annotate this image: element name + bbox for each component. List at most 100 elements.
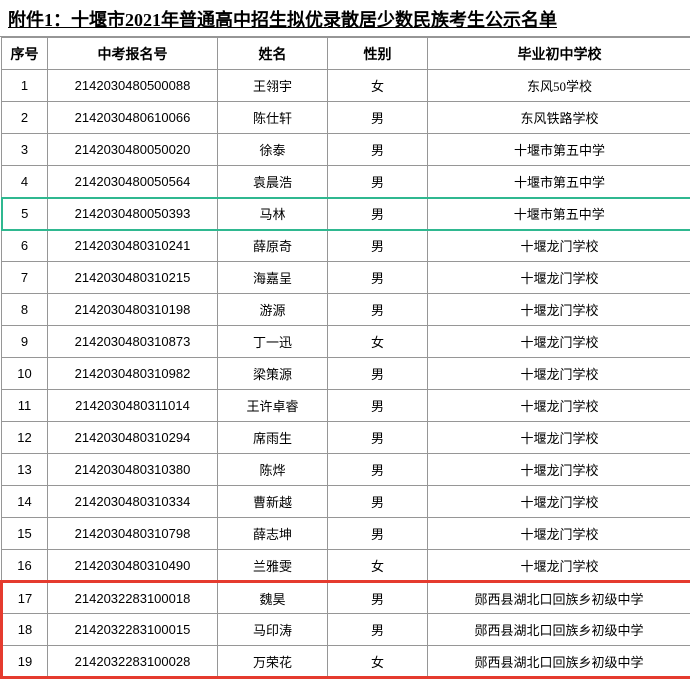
cell-sex: 女 [328,550,428,582]
cell-exam: 2142030480050564 [48,166,218,198]
cell-sex: 女 [328,646,428,678]
cell-exam: 2142032283100015 [48,614,218,646]
cell-sex: 男 [328,358,428,390]
cell-school: 郧西县湖北口回族乡初级中学 [428,582,690,614]
cell-name: 徐泰 [218,134,328,166]
cell-name: 马林 [218,198,328,230]
title-main: 十堰市2021年普通高中招生拟优录散居少数民族考生公示名单 [71,10,557,30]
cell-exam: 2142030480310490 [48,550,218,582]
cell-exam: 2142030480311014 [48,390,218,422]
cell-sex: 男 [328,230,428,262]
cell-exam: 2142030480310241 [48,230,218,262]
cell-name: 马印涛 [218,614,328,646]
cell-index: 17 [2,582,48,614]
col-header-school: 毕业初中学校 [428,38,690,70]
cell-sex: 男 [328,166,428,198]
cell-index: 2 [2,102,48,134]
cell-name: 兰雅雯 [218,550,328,582]
cell-school: 十堰龙门学校 [428,390,690,422]
table-row: 22142030480610066陈仕轩男东风铁路学校 [2,102,690,134]
cell-school: 十堰市第五中学 [428,134,690,166]
cell-school: 十堰龙门学校 [428,230,690,262]
cell-index: 11 [2,390,48,422]
cell-name: 游源 [218,294,328,326]
cell-sex: 男 [328,422,428,454]
table-row: 12142030480500088王翎宇女东风50学校 [2,70,690,102]
cell-sex: 男 [328,134,428,166]
cell-index: 15 [2,518,48,550]
cell-school: 十堰龙门学校 [428,358,690,390]
table-row: 72142030480310215海嘉呈男十堰龙门学校 [2,262,690,294]
title-prefix: 附件1： [8,10,71,30]
cell-name: 薛原奇 [218,230,328,262]
cell-index: 16 [2,550,48,582]
cell-name: 袁晨浩 [218,166,328,198]
cell-index: 13 [2,454,48,486]
cell-exam: 2142030480310982 [48,358,218,390]
table-row: 112142030480311014王许卓睿男十堰龙门学校 [2,390,690,422]
cell-name: 万荣花 [218,646,328,678]
cell-name: 薛志坤 [218,518,328,550]
cell-name: 曹新越 [218,486,328,518]
cell-name: 海嘉呈 [218,262,328,294]
cell-exam: 2142030480310798 [48,518,218,550]
cell-name: 魏昊 [218,582,328,614]
cell-index: 18 [2,614,48,646]
cell-sex: 男 [328,198,428,230]
table-header-row: 序号 中考报名号 姓名 性别 毕业初中学校 [2,38,690,70]
cell-name: 王许卓睿 [218,390,328,422]
cell-school: 十堰龙门学校 [428,326,690,358]
table-row: 182142032283100015马印涛男郧西县湖北口回族乡初级中学 [2,614,690,646]
cell-index: 14 [2,486,48,518]
cell-school: 十堰龙门学校 [428,262,690,294]
cell-name: 王翎宇 [218,70,328,102]
table-row: 42142030480050564袁晨浩男十堰市第五中学 [2,166,690,198]
cell-name: 席雨生 [218,422,328,454]
cell-exam: 2142030480610066 [48,102,218,134]
cell-name: 丁一迅 [218,326,328,358]
table-row: 162142030480310490兰雅雯女十堰龙门学校 [2,550,690,582]
table-row: 192142032283100028万荣花女郧西县湖北口回族乡初级中学 [2,646,690,678]
roster-table: 序号 中考报名号 姓名 性别 毕业初中学校 12142030480500088王… [0,37,690,679]
cell-school: 十堰龙门学校 [428,294,690,326]
col-header-sex: 性别 [328,38,428,70]
cell-exam: 2142030480310334 [48,486,218,518]
cell-exam: 2142032283100018 [48,582,218,614]
cell-index: 12 [2,422,48,454]
cell-sex: 男 [328,582,428,614]
table-row: 32142030480050020徐泰男十堰市第五中学 [2,134,690,166]
cell-sex: 男 [328,102,428,134]
cell-school: 十堰龙门学校 [428,550,690,582]
cell-school: 十堰龙门学校 [428,486,690,518]
cell-sex: 男 [328,486,428,518]
table-row: 82142030480310198游源男十堰龙门学校 [2,294,690,326]
cell-index: 8 [2,294,48,326]
cell-sex: 男 [328,454,428,486]
cell-index: 4 [2,166,48,198]
cell-school: 十堰龙门学校 [428,422,690,454]
cell-school: 十堰龙门学校 [428,454,690,486]
table-row: 62142030480310241薛原奇男十堰龙门学校 [2,230,690,262]
col-header-index: 序号 [2,38,48,70]
cell-sex: 男 [328,390,428,422]
table-row: 102142030480310982梁策源男十堰龙门学校 [2,358,690,390]
table-row: 142142030480310334曹新越男十堰龙门学校 [2,486,690,518]
cell-exam: 2142030480050020 [48,134,218,166]
cell-school: 东风50学校 [428,70,690,102]
cell-sex: 男 [328,614,428,646]
cell-school: 郧西县湖北口回族乡初级中学 [428,614,690,646]
cell-exam: 2142030480500088 [48,70,218,102]
cell-name: 陈仕轩 [218,102,328,134]
table-row: 172142032283100018魏昊男郧西县湖北口回族乡初级中学 [2,582,690,614]
cell-school: 东风铁路学校 [428,102,690,134]
table-row: 122142030480310294席雨生男十堰龙门学校 [2,422,690,454]
cell-sex: 男 [328,518,428,550]
cell-exam: 2142030480050393 [48,198,218,230]
table-row: 152142030480310798薛志坤男十堰龙门学校 [2,518,690,550]
cell-exam: 2142030480310873 [48,326,218,358]
cell-index: 19 [2,646,48,678]
col-header-exam: 中考报名号 [48,38,218,70]
table-row: 92142030480310873丁一迅女十堰龙门学校 [2,326,690,358]
cell-school: 郧西县湖北口回族乡初级中学 [428,646,690,678]
cell-index: 9 [2,326,48,358]
